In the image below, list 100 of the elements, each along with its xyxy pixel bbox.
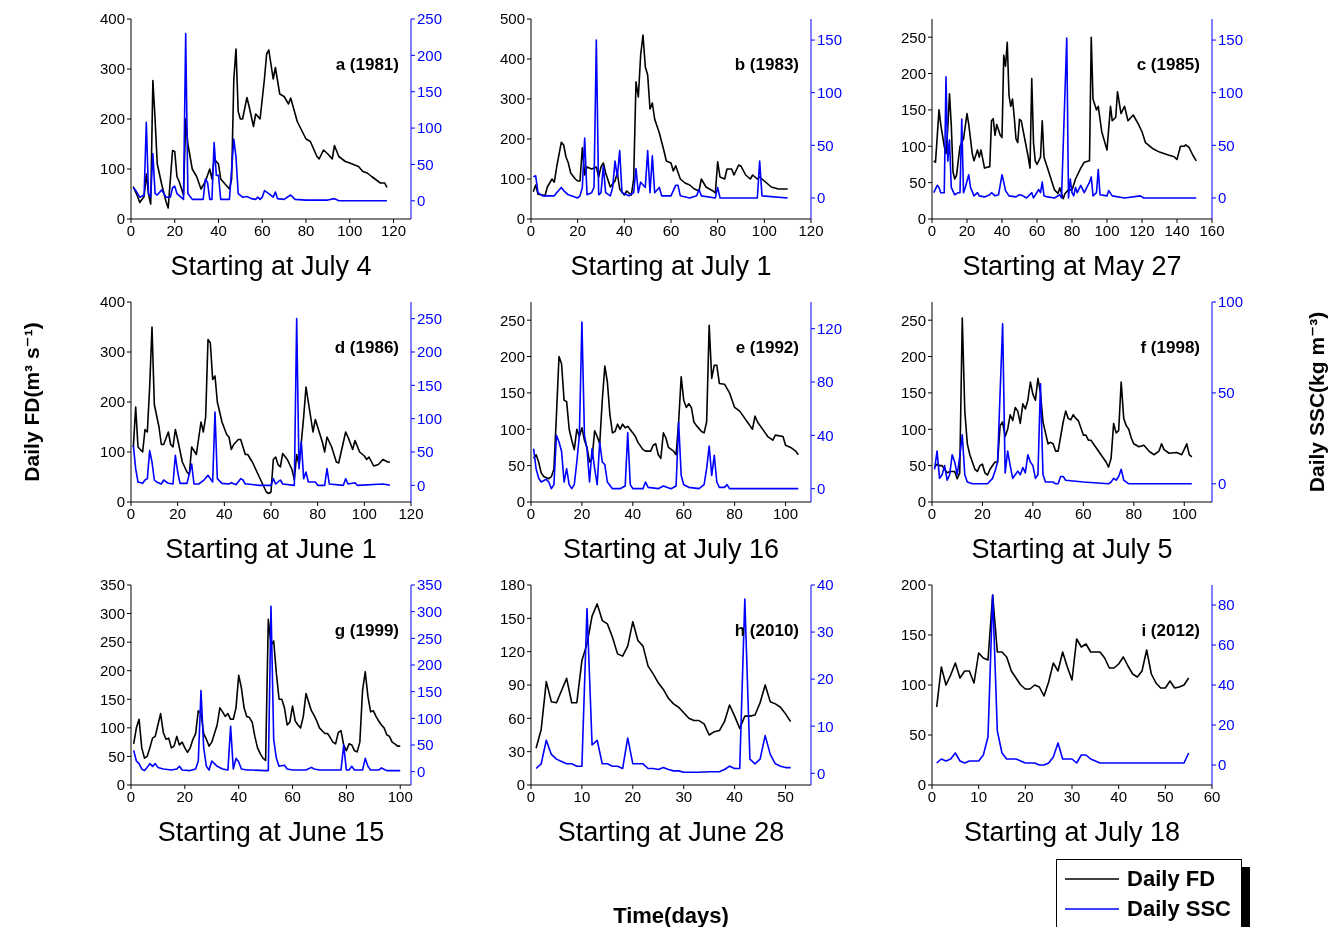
y-tick-label: 50	[909, 173, 926, 191]
y2-tick-label: 50	[417, 155, 434, 173]
y-tick-label: 300	[499, 90, 525, 108]
x-tick-label: 40	[726, 787, 743, 805]
x-tick-label: 160	[1199, 221, 1225, 239]
x-tick-label: 100	[1171, 504, 1197, 522]
y2-tick-label: 40	[817, 426, 834, 444]
y-tick-label: 100	[99, 443, 125, 461]
y-tick-label: 100	[499, 170, 525, 188]
text: b (1983)	[734, 55, 799, 75]
legend-label: Daily SSC	[1127, 896, 1231, 922]
y2-tick-label: 0	[417, 476, 426, 494]
y2-tick-label: 50	[817, 136, 834, 154]
y-tick-label: 350	[99, 576, 125, 594]
x-tick-label: 80	[1125, 504, 1143, 522]
y-tick-label: 0	[516, 210, 525, 228]
x-tick-label: 40	[210, 221, 227, 239]
y-tick-label: 60	[508, 709, 525, 727]
x-tick-label: 60	[675, 504, 693, 522]
y2-tick-label: 0	[1218, 475, 1227, 493]
x-tick-label: 40	[624, 504, 642, 522]
y-tick-label: 0	[917, 776, 926, 794]
x-tick-label: 20	[624, 787, 642, 805]
x-axis-title: Starting at July 4	[169, 251, 373, 282]
y2-tick-label: 0	[817, 479, 826, 497]
y2-tick-label: 120	[817, 319, 843, 337]
y2-tick-label: 250	[417, 629, 443, 647]
text: e (1992)	[735, 338, 799, 358]
y2-tick-label: 100	[817, 84, 843, 102]
x-tick-label: 120	[798, 221, 824, 239]
y-tick-label: 100	[900, 420, 926, 438]
x-tick-label: 60	[662, 221, 680, 239]
y2-tick-label: 30	[817, 623, 834, 641]
y-tick-label: 0	[116, 776, 125, 794]
y-tick-label: 0	[516, 493, 525, 511]
y-tick-label: 50	[909, 726, 926, 744]
y-tick-label: 150	[499, 609, 525, 627]
y-tick-label: 100	[499, 420, 525, 438]
x-tick-label: 120	[398, 504, 424, 522]
y2-tick-label: 100	[417, 119, 443, 137]
x-tick-label: 100	[751, 221, 777, 239]
x-axis-title: Starting at July 18	[962, 817, 1182, 848]
y-tick-label: 250	[499, 311, 525, 329]
y-tick-label: 90	[508, 676, 525, 694]
y-tick-label: 50	[909, 456, 926, 474]
y-tick-label: 150	[99, 690, 125, 708]
y-tick-label: 0	[116, 210, 125, 228]
y-tick-label: 400	[99, 293, 125, 311]
y-tick-label: 0	[917, 210, 926, 228]
x-tick-label: 20	[169, 504, 187, 522]
x-tick-label: 120	[380, 221, 407, 239]
y2-tick-label: 200	[417, 46, 443, 64]
y-tick-label: 300	[99, 343, 125, 361]
x-tick-label: 20	[569, 221, 587, 239]
x-tick-label: 20	[573, 504, 591, 522]
y-tick-label: 0	[516, 776, 525, 794]
x-tick-label: 80	[709, 221, 727, 239]
x-tick-label: 100	[337, 221, 363, 239]
y-tick-label: 250	[99, 633, 125, 651]
text: Time(days)	[612, 903, 730, 929]
text: f (1998)	[1140, 338, 1200, 358]
x-axis-title: Starting at June 1	[164, 534, 378, 565]
x-tick-label: 60	[1028, 221, 1046, 239]
x-tick-label: 80	[338, 787, 355, 805]
y2-tick-label: 50	[1218, 384, 1235, 402]
text: i (2012)	[1141, 621, 1200, 641]
x-tick-label: 140	[1164, 221, 1190, 239]
x-axis-title: Starting at July 5	[970, 534, 1174, 565]
x-tick-label: 20	[1016, 787, 1034, 805]
y-tick-label: 120	[499, 642, 525, 660]
x-tick-label: 50	[1156, 787, 1174, 805]
x-tick-label: 60	[284, 787, 301, 805]
x-tick-label: 60	[1075, 504, 1092, 522]
y2-tick-label: 20	[1218, 716, 1235, 734]
text: d (1986)	[334, 338, 399, 358]
x-tick-label: 40	[993, 221, 1011, 239]
y-tick-label: 200	[499, 130, 525, 148]
y-tick-label: 0	[917, 493, 926, 511]
text: c (1985)	[1136, 55, 1200, 75]
y-tick-label: 100	[99, 719, 125, 737]
legend-label: Daily FD	[1127, 866, 1216, 892]
y2-tick-label: 150	[817, 31, 843, 49]
x-tick-label: 120	[1129, 221, 1155, 239]
y-tick-label: 300	[99, 60, 125, 78]
y2-tick-label: 100	[1218, 293, 1244, 311]
y-tick-label: 200	[900, 576, 926, 594]
y-tick-label: 50	[108, 747, 125, 765]
y2-tick-label: 250	[417, 10, 443, 28]
y-tick-label: 100	[900, 137, 926, 155]
y2-tick-label: 40	[817, 576, 834, 594]
y-tick-label: 200	[99, 393, 125, 411]
y2-tick-label: 350	[417, 576, 443, 594]
y-tick-label: 0	[116, 493, 125, 511]
y2-axis-title: Daily SSC(kg m⁻³)	[1305, 311, 1329, 493]
y2-tick-label: 80	[817, 373, 834, 391]
y2-tick-label: 50	[1218, 136, 1235, 154]
x-tick-label: 10	[573, 787, 591, 805]
y-tick-label: 100	[900, 676, 926, 694]
y-tick-label: 30	[508, 742, 525, 760]
y2-tick-label: 300	[417, 602, 443, 620]
